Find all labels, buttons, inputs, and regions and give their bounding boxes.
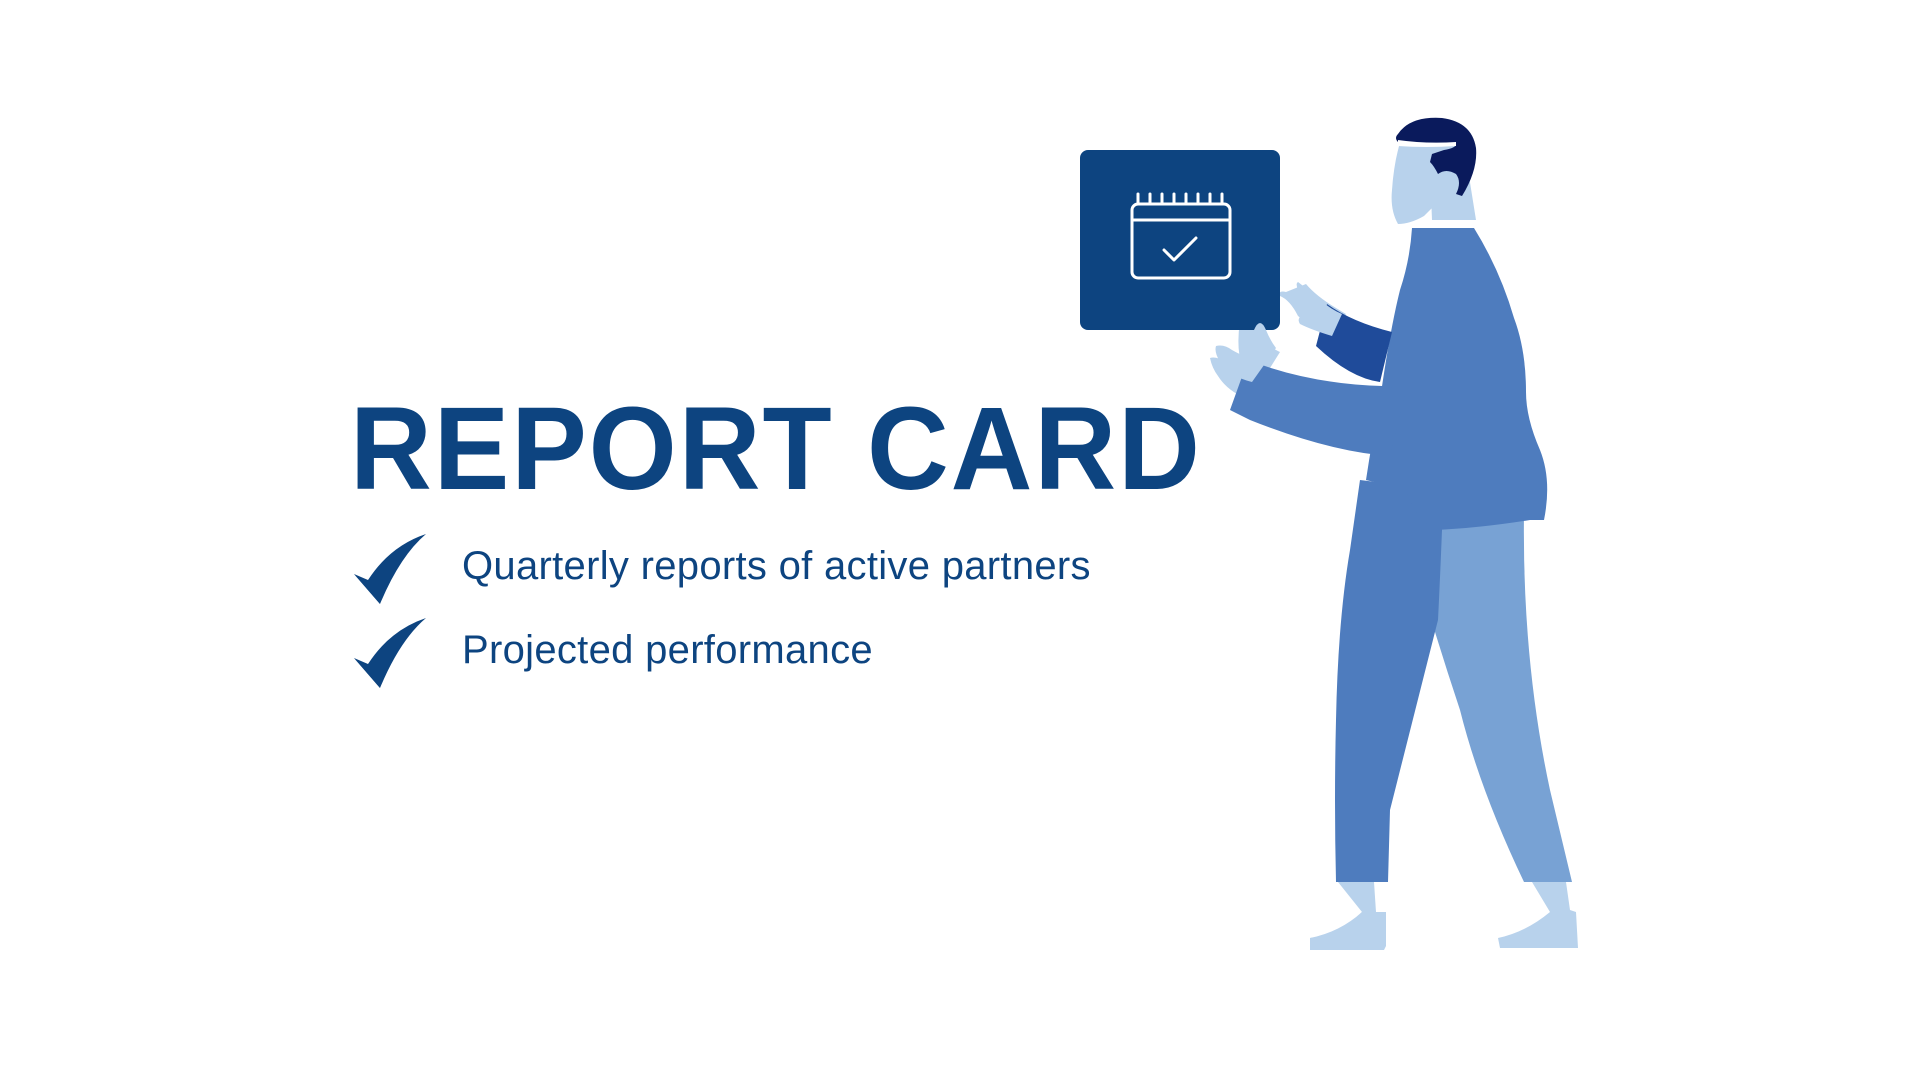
front-leg bbox=[1335, 480, 1442, 882]
calendar-card bbox=[1080, 150, 1280, 330]
head bbox=[1391, 117, 1477, 224]
checklist-item-label: Projected performance bbox=[462, 628, 873, 672]
checkmark-icon bbox=[354, 618, 426, 688]
back-leg bbox=[1400, 512, 1572, 882]
person-illustration bbox=[1080, 117, 1578, 950]
calendar-check-icon bbox=[1130, 192, 1232, 280]
checklist-item-label: Quarterly reports of active partners bbox=[462, 544, 1091, 588]
back-arm bbox=[1279, 284, 1392, 382]
slide-title: REPORT CARD bbox=[350, 383, 1202, 515]
sweater bbox=[1366, 228, 1548, 530]
checkmark-icon bbox=[354, 534, 426, 604]
hands bbox=[1215, 282, 1342, 382]
shoes bbox=[1310, 882, 1578, 950]
